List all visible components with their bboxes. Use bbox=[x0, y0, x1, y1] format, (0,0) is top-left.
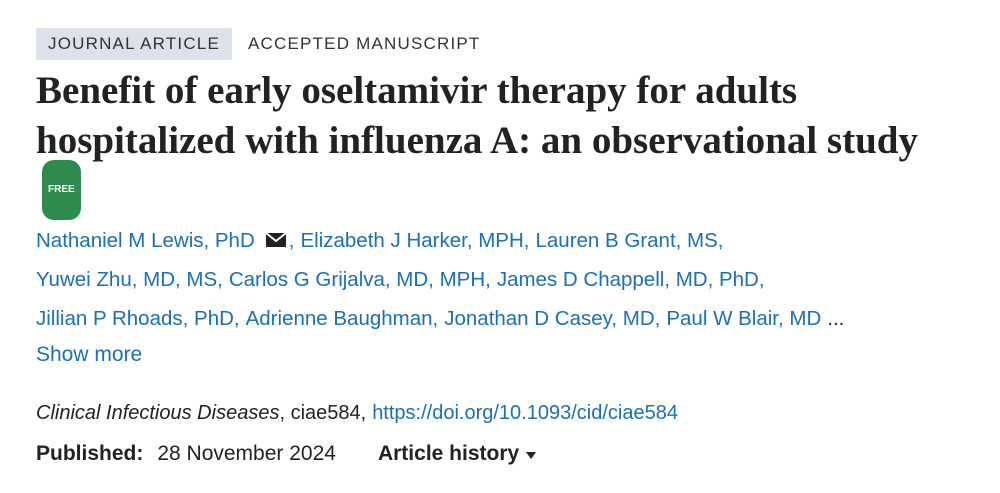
email-icon[interactable] bbox=[265, 232, 287, 248]
author-name[interactable]: Yuwei Zhu, MD, MS bbox=[36, 268, 218, 291]
author-line: Yuwei Zhu, MD, MS, Carlos G Grijalva, MD,… bbox=[36, 265, 844, 304]
history-text: Article history bbox=[377, 442, 520, 465]
separator: , bbox=[432, 307, 439, 330]
published: Published: 28 November 2024 Article hist… bbox=[36, 442, 537, 466]
title-text: Benefit of early oseltamivir therapy for… bbox=[36, 69, 918, 162]
separator: , bbox=[485, 268, 491, 291]
free-badge: FREE bbox=[42, 160, 81, 220]
tag: ACCEPTED MANUSCRIPT bbox=[248, 34, 481, 53]
separator: , bbox=[279, 402, 285, 424]
citation: Clinical Infectious Diseases, ciae584, ht… bbox=[36, 402, 678, 425]
author-line: Nathaniel M Lewis, PhD, Elizabeth J Harke… bbox=[36, 226, 844, 265]
separator: , bbox=[717, 229, 724, 252]
separator: , bbox=[523, 229, 530, 252]
author-name[interactable]: Jonathan D Casey, MD bbox=[444, 307, 655, 330]
separator: , bbox=[233, 307, 240, 330]
separator: , bbox=[217, 268, 223, 291]
ellipsis: ... bbox=[827, 307, 845, 330]
journal: Clinical Infectious Diseases bbox=[36, 402, 280, 424]
dropdown-arrow bbox=[526, 452, 537, 459]
author-line: Jillian P Rhoads, PhD, Adrienne Baughman,… bbox=[36, 304, 844, 343]
author-name[interactable]: Jillian P Rhoads, PhD bbox=[36, 307, 234, 330]
author-name[interactable]: Lauren B Grant, MS bbox=[535, 229, 718, 252]
authors: Nathaniel M Lewis, PhD, Elizabeth J Harke… bbox=[36, 226, 844, 343]
article-title: Benefit of early oseltamivir therapy for… bbox=[36, 66, 956, 226]
separator: , bbox=[654, 307, 661, 330]
author-name[interactable]: Adrienne Baughman bbox=[245, 307, 433, 330]
doi-link[interactable]: https://doi.org/10.1093/cid/ciae584 bbox=[372, 402, 678, 424]
author-name[interactable]: Nathaniel M Lewis, PhD bbox=[36, 229, 255, 252]
article-id: ciae584 bbox=[290, 402, 361, 424]
tags: JOURNAL ARTICLE ACCEPTED MANUSCRIPT bbox=[36, 28, 497, 60]
published-label: Published: bbox=[36, 442, 144, 465]
author-name[interactable]: Carlos G Grijalva, MD, MPH bbox=[228, 268, 486, 291]
separator: , bbox=[288, 229, 295, 252]
tag[interactable]: JOURNAL ARTICLE bbox=[36, 28, 232, 60]
author-name[interactable]: Elizabeth J Harker, MPH bbox=[300, 229, 524, 252]
show-more[interactable]: Show more bbox=[36, 343, 143, 366]
author-name[interactable]: James D Chappell, MD, PhD bbox=[496, 268, 759, 291]
article-history[interactable]: Article history bbox=[378, 442, 537, 466]
published-date: 28 November 2024 bbox=[157, 442, 336, 465]
author-name[interactable]: Paul W Blair, MD bbox=[666, 307, 822, 330]
separator: , bbox=[758, 268, 765, 291]
separator: , bbox=[360, 402, 367, 424]
